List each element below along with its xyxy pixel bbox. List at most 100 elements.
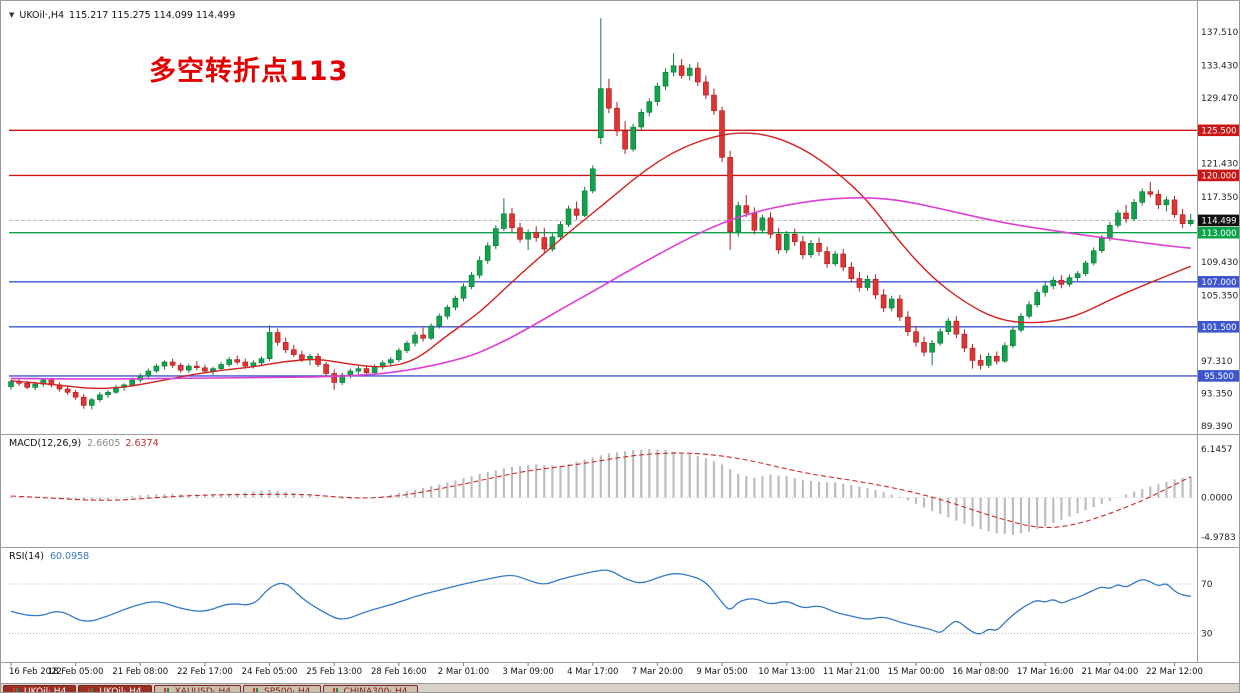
candle-body bbox=[24, 382, 31, 388]
candle-body bbox=[1163, 199, 1170, 206]
price-label: 93.350 bbox=[1201, 390, 1233, 400]
candle-body bbox=[703, 81, 709, 96]
candle-body bbox=[783, 234, 790, 251]
candle-body bbox=[331, 373, 338, 383]
price-label: 117.350 bbox=[1201, 193, 1238, 203]
window-tab[interactable]: CHINA300·,H4 bbox=[322, 685, 418, 692]
price-badge bbox=[1198, 214, 1239, 227]
candle-body bbox=[72, 391, 79, 398]
candle-body bbox=[775, 234, 782, 251]
candle-body bbox=[169, 361, 176, 366]
candle-body bbox=[808, 243, 814, 256]
price-scale[interactable]: 137.510 133.430 129.470 121.430 117.350 109.4… bbox=[1198, 28, 1240, 432]
candle-body bbox=[1131, 202, 1137, 220]
chart-tab-icon bbox=[163, 688, 171, 692]
candle-body bbox=[468, 274, 475, 288]
candle-body bbox=[1171, 199, 1178, 215]
time-axis-label: 18 Feb 05:00 bbox=[47, 667, 104, 677]
time-axis-label: 10 Mar 13:00 bbox=[758, 667, 816, 677]
price-label: 109.430 bbox=[1201, 258, 1238, 268]
candle-body bbox=[565, 208, 572, 225]
price-badge-label: 95.500 bbox=[1204, 372, 1234, 382]
ma-magenta-line bbox=[10, 197, 1191, 380]
time-axis[interactable]: 16 Feb 2022 18 Feb 05:00 21 Feb 08:00 22 Fe… bbox=[1, 664, 1239, 682]
candle-body bbox=[581, 190, 588, 216]
candle-body bbox=[662, 71, 669, 87]
candle-body bbox=[355, 368, 362, 372]
rsi-panel: 70 30 bbox=[9, 569, 1213, 640]
candle-body bbox=[509, 213, 515, 229]
window-tab[interactable]: XAUUSD·,H4 bbox=[153, 685, 241, 692]
price-label: 89.390 bbox=[1201, 422, 1233, 432]
candle-body bbox=[719, 110, 725, 158]
candle-body bbox=[840, 253, 847, 268]
rsi-axis-label: 30 bbox=[1201, 630, 1213, 640]
candle-body bbox=[1179, 214, 1186, 224]
candle-body bbox=[848, 266, 855, 279]
candle-body bbox=[428, 325, 435, 339]
main-chart[interactable] bbox=[8, 18, 1198, 410]
candle-body bbox=[395, 350, 402, 360]
candle-body bbox=[525, 232, 531, 240]
candle-body bbox=[1107, 225, 1113, 239]
candle-body bbox=[299, 354, 305, 360]
time-axis-label: 22 Mar 12:00 bbox=[1146, 667, 1203, 677]
chart-annotation-text[interactable]: 多空转折点113 bbox=[149, 56, 349, 87]
macd-panel: 6.1457 0.0000 -4.9783 bbox=[9, 445, 1236, 543]
price-label: 105.350 bbox=[1201, 291, 1238, 301]
macd-axis-label: 6.1457 bbox=[1201, 445, 1233, 455]
candle-body bbox=[64, 388, 71, 393]
candle-body bbox=[1090, 250, 1097, 264]
candle-body bbox=[1010, 329, 1016, 347]
candle-body bbox=[1001, 345, 1008, 362]
time-axis-label: 3 Mar 09:00 bbox=[502, 667, 554, 677]
candle-body bbox=[638, 112, 645, 128]
candle-body bbox=[186, 365, 192, 371]
candle-body bbox=[420, 334, 426, 339]
candle-body bbox=[89, 399, 95, 406]
candle-body bbox=[484, 245, 491, 261]
price-badge-label: 101.500 bbox=[1201, 323, 1236, 333]
time-axis-label: 25 Feb 13:00 bbox=[306, 667, 363, 677]
time-axis-label: 22 Feb 17:00 bbox=[177, 667, 233, 677]
price-label: 133.430 bbox=[1201, 61, 1238, 71]
candle-body bbox=[824, 251, 830, 265]
candle-body bbox=[97, 394, 103, 400]
candle-body bbox=[937, 331, 944, 344]
candle-body bbox=[1066, 277, 1073, 285]
candle-body bbox=[1155, 193, 1162, 206]
candle-body bbox=[363, 368, 370, 374]
chart-tab-icon bbox=[88, 688, 96, 692]
window-tab[interactable]: UKOil·,H4 bbox=[3, 685, 77, 692]
candle-body bbox=[791, 234, 798, 243]
time-axis-label: 21 Mar 04:00 bbox=[1081, 667, 1139, 677]
candle-body bbox=[194, 365, 200, 369]
candle-body bbox=[1147, 191, 1154, 195]
candle-body bbox=[1026, 304, 1032, 317]
candle-body bbox=[816, 243, 822, 252]
candle-body bbox=[905, 316, 911, 332]
price-badge-label: 107.000 bbox=[1201, 278, 1236, 288]
candle-body bbox=[856, 278, 863, 288]
price-label: 121.430 bbox=[1201, 160, 1238, 170]
window-tab[interactable]: UKOil·,H4 bbox=[78, 685, 152, 692]
macd-name: MACD(12,26,9) bbox=[9, 438, 82, 449]
macd-axis-label: 0.0000 bbox=[1201, 494, 1233, 504]
time-axis-label: 16 Mar 08:00 bbox=[952, 667, 1009, 677]
candle-body bbox=[404, 342, 410, 351]
candle-body bbox=[654, 85, 661, 102]
candle-body bbox=[347, 370, 354, 376]
price-badge bbox=[1198, 226, 1239, 239]
candle-body bbox=[557, 224, 564, 238]
candle-body bbox=[290, 349, 297, 355]
candle-body bbox=[1050, 279, 1057, 287]
candle-body bbox=[371, 366, 378, 373]
rsi-value: 60.0958 bbox=[49, 551, 90, 562]
symbol-dropdown-icon: ▼ bbox=[9, 11, 15, 19]
candle-body bbox=[177, 364, 184, 371]
window-tab[interactable]: SP500·,H4 bbox=[242, 685, 321, 692]
candle-body bbox=[145, 370, 152, 377]
candle-body bbox=[678, 65, 685, 76]
candle-body bbox=[1058, 279, 1065, 285]
